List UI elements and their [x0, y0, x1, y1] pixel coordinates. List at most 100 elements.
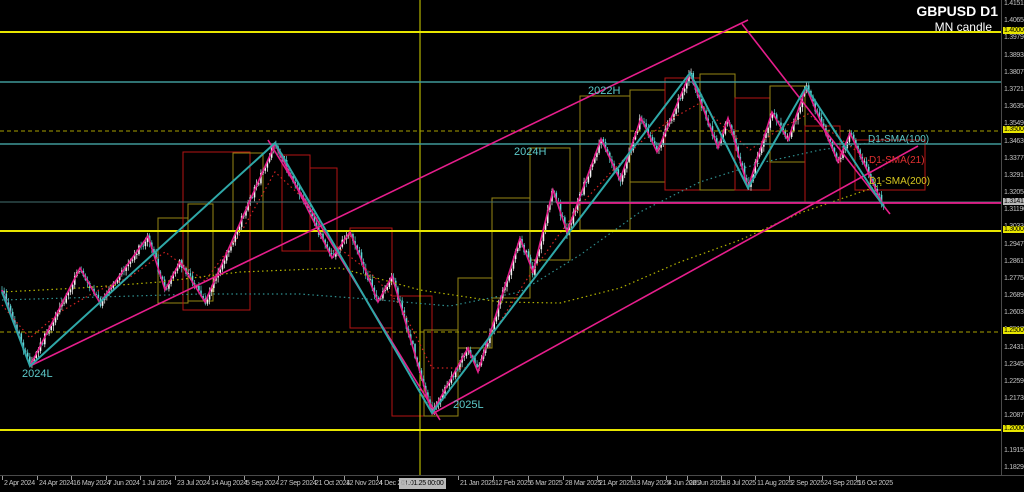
price-tick-label: 1.32910 [1004, 172, 1024, 179]
month-candle-box [349, 227, 393, 329]
candle-body [786, 136, 789, 138]
candle-body [448, 382, 451, 386]
candle-body [559, 204, 562, 216]
candle-body [69, 289, 72, 293]
date-axis[interactable]: 01.01.25 00:00 2 Apr 2024 24 Apr 2024 16 M… [0, 475, 1024, 492]
date-tick-label: 13 May 2025 [633, 480, 671, 487]
price-axis[interactable]: 1.41510 1.40650 1.39790 1.38930 1.38070 1.372… [1001, 0, 1024, 475]
candle-body [116, 279, 119, 283]
candle-body [11, 311, 14, 321]
candle-body [465, 351, 468, 356]
candle-body [50, 325, 53, 331]
candle-body [831, 141, 834, 149]
candle-body [542, 229, 545, 242]
zigzag-major [1, 71, 885, 415]
candle-body [771, 113, 774, 119]
date-tick [209, 476, 210, 480]
date-tick [755, 476, 756, 480]
candle-body [677, 98, 680, 109]
candle-body [457, 369, 459, 371]
candle-body [715, 138, 718, 146]
date-tick-label: 21 Oct 2024 [315, 480, 350, 487]
date-tick-label: 6 Mar 2025 [530, 480, 563, 487]
candle-body [793, 121, 795, 131]
candle-body [673, 113, 675, 120]
price-tick-label: 1.28610 [1004, 258, 1024, 265]
candle-body [474, 357, 476, 364]
candle-body [660, 144, 662, 148]
candle-body [311, 212, 314, 217]
candle-body [146, 235, 149, 243]
date-tick-label: 27 Sep 2024 [280, 480, 317, 487]
candle-body [54, 316, 57, 323]
candle-body [238, 226, 241, 231]
candle-body [225, 252, 228, 261]
candle-body [202, 296, 204, 299]
candle-body [493, 321, 495, 331]
candle-body [245, 210, 247, 216]
candle-body [67, 292, 70, 296]
candle-body [495, 316, 498, 322]
price-tick-label: 1.22590 [1004, 378, 1024, 385]
candle-body [726, 122, 729, 124]
price-tick-label: 1.37210 [1004, 86, 1024, 93]
price-tick-label: 1.36350 [1004, 103, 1024, 110]
candle-body [741, 163, 744, 166]
date-tick-label: 21 Jan 2025 [460, 480, 496, 487]
candle-body [324, 239, 326, 245]
candle-body [536, 256, 538, 264]
candle-body [848, 133, 851, 142]
candle-body [442, 393, 444, 399]
candle-body [497, 304, 500, 317]
candle-body [125, 266, 127, 272]
price-tick-label: 1.35490 [1004, 120, 1024, 127]
candle-body [210, 288, 213, 292]
trend-lines-layer [29, 19, 919, 421]
candle-body [228, 250, 230, 253]
candle-body [486, 343, 489, 347]
candle-body [850, 133, 853, 135]
date-tick [493, 476, 494, 480]
candle-body [544, 223, 547, 230]
candle-body [602, 138, 605, 142]
candle-body [754, 161, 757, 175]
candle-body [114, 282, 117, 284]
candle-body [459, 362, 461, 370]
candle-series [1, 68, 885, 415]
date-tick-label: 16 May 2024 [73, 480, 111, 487]
candle-body [647, 127, 650, 136]
candle-body [95, 293, 97, 295]
date-tick [2, 476, 3, 480]
date-tick [822, 476, 823, 480]
month-candle-box [423, 329, 459, 417]
candle-body [606, 149, 609, 153]
price-tick-label: 1.34630 [1004, 138, 1024, 145]
candle-body [165, 288, 168, 290]
sma200-curve [1, 183, 885, 304]
price-tick-label: 1.32050 [1004, 189, 1024, 196]
date-tick [856, 476, 857, 480]
candle-body [604, 141, 607, 150]
candle-body [208, 291, 211, 300]
candle-body [596, 152, 598, 158]
candle-body [628, 152, 630, 162]
zigzag-minor [1, 70, 885, 416]
candle-body [743, 165, 746, 179]
candle-body [510, 268, 513, 276]
candle-body [829, 139, 831, 142]
candle-body [807, 85, 810, 91]
candle-body [583, 182, 585, 195]
price-tick-label: 1.20870 [1004, 412, 1024, 419]
date-tick [666, 476, 667, 480]
candle-body [163, 279, 166, 289]
candle-body [144, 242, 147, 247]
sma21-curve [1, 102, 885, 369]
candle-body [206, 299, 209, 304]
price-tick-label: 1.40650 [1004, 17, 1024, 24]
candle-body [266, 161, 269, 168]
candle-body [589, 166, 592, 177]
candle-body [454, 369, 457, 378]
candle-body [213, 280, 215, 289]
candle-body [516, 247, 519, 252]
